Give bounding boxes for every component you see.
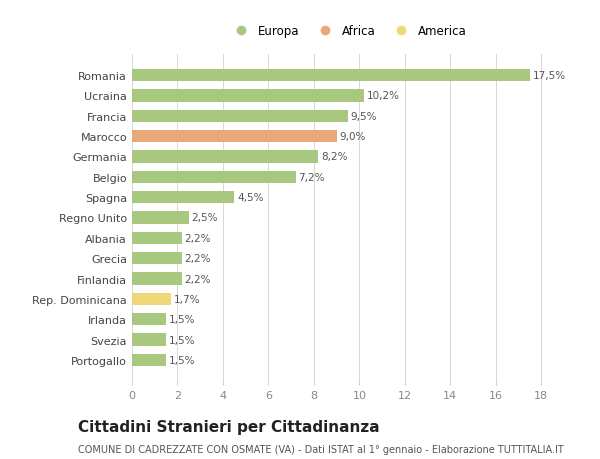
Bar (132, 90, 364, 102)
Text: 2,2%: 2,2% (185, 233, 211, 243)
Text: 8,2%: 8,2% (321, 152, 347, 162)
Bar (132, 151, 319, 163)
Text: 1,7%: 1,7% (173, 294, 200, 304)
Text: Cittadini Stranieri per Cittadinanza: Cittadini Stranieri per Cittadinanza (78, 419, 380, 434)
Bar (132, 192, 235, 204)
Text: 1,5%: 1,5% (169, 335, 196, 345)
Text: 2,2%: 2,2% (185, 274, 211, 284)
Bar (132, 354, 166, 366)
Text: 4,5%: 4,5% (237, 193, 263, 203)
Bar (132, 212, 189, 224)
Bar (132, 313, 166, 325)
Bar (132, 111, 348, 123)
Bar (132, 131, 337, 143)
Bar (132, 70, 530, 82)
Text: 1,5%: 1,5% (169, 314, 196, 325)
Bar (132, 273, 182, 285)
Text: 2,5%: 2,5% (191, 213, 218, 223)
Text: 17,5%: 17,5% (533, 71, 566, 81)
Bar (132, 293, 170, 305)
Text: 2,2%: 2,2% (185, 254, 211, 263)
Text: 1,5%: 1,5% (169, 355, 196, 365)
Text: COMUNE DI CADREZZATE CON OSMATE (VA) - Dati ISTAT al 1° gennaio - Elaborazione T: COMUNE DI CADREZZATE CON OSMATE (VA) - D… (78, 444, 564, 454)
Bar (132, 232, 182, 244)
Bar (132, 252, 182, 265)
Text: 7,2%: 7,2% (298, 173, 325, 182)
Text: 9,5%: 9,5% (351, 112, 377, 122)
Legend: Europa, Africa, America: Europa, Africa, America (226, 22, 470, 42)
Bar (132, 171, 296, 184)
Bar (132, 334, 166, 346)
Text: 9,0%: 9,0% (340, 132, 366, 142)
Text: 10,2%: 10,2% (367, 91, 400, 101)
